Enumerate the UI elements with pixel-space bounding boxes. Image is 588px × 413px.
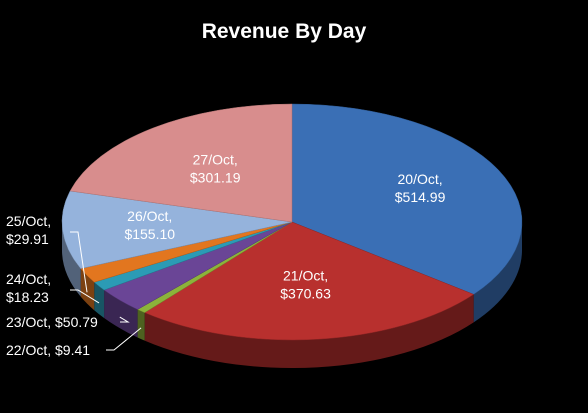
pie-slice-26-oct [61,190,293,269]
pie-slice-27-oct [69,103,293,223]
pie-side-25-oct [80,268,95,311]
pie-side-21-oct [144,294,474,368]
data-label-27-oct: 27/Oct, [193,151,238,167]
pie-side-walls [62,222,522,368]
data-label-21-oct: 21/Oct, [283,268,328,284]
data-value-21-oct: $370.63 [280,286,331,302]
leader-line-23-oct [119,316,130,323]
chart-title: Revenue By Day [202,20,367,43]
slice-layer [61,103,523,368]
leader-line-24-oct [70,289,100,304]
pie-slice-20-oct [291,103,523,295]
leader-line-25-oct [70,231,88,293]
leader-line-22-oct [106,327,142,351]
label-layer: 20/Oct, $514.99 21/Oct, $370.63 26/Oct, $155.… [6,151,446,358]
data-label-22-oct: 22/Oct, $9.41 [6,342,90,358]
data-value-20-oct: $514.99 [395,189,446,205]
pie-side-20-oct [473,222,522,323]
data-label-24-oct: 24/Oct, [6,271,51,287]
data-label-26-oct: 26/Oct, [127,208,172,224]
pie-side-22-oct [137,309,145,341]
data-value-25-oct: $29.91 [6,231,49,247]
data-value-27-oct: $301.19 [190,169,241,185]
pie-side-26-oct [62,222,81,297]
data-value-26-oct: $155.10 [124,226,175,242]
pie-side-23-oct [104,290,138,338]
data-label-20-oct: 20/Oct, [398,171,443,187]
pie-slice-21-oct [144,221,475,341]
pie-side-24-oct [94,282,105,319]
data-label-23-oct: 23/Oct, $50.79 [6,314,98,330]
data-label-25-oct: 25/Oct, [6,213,51,229]
data-value-24-oct: $18.23 [6,289,49,305]
